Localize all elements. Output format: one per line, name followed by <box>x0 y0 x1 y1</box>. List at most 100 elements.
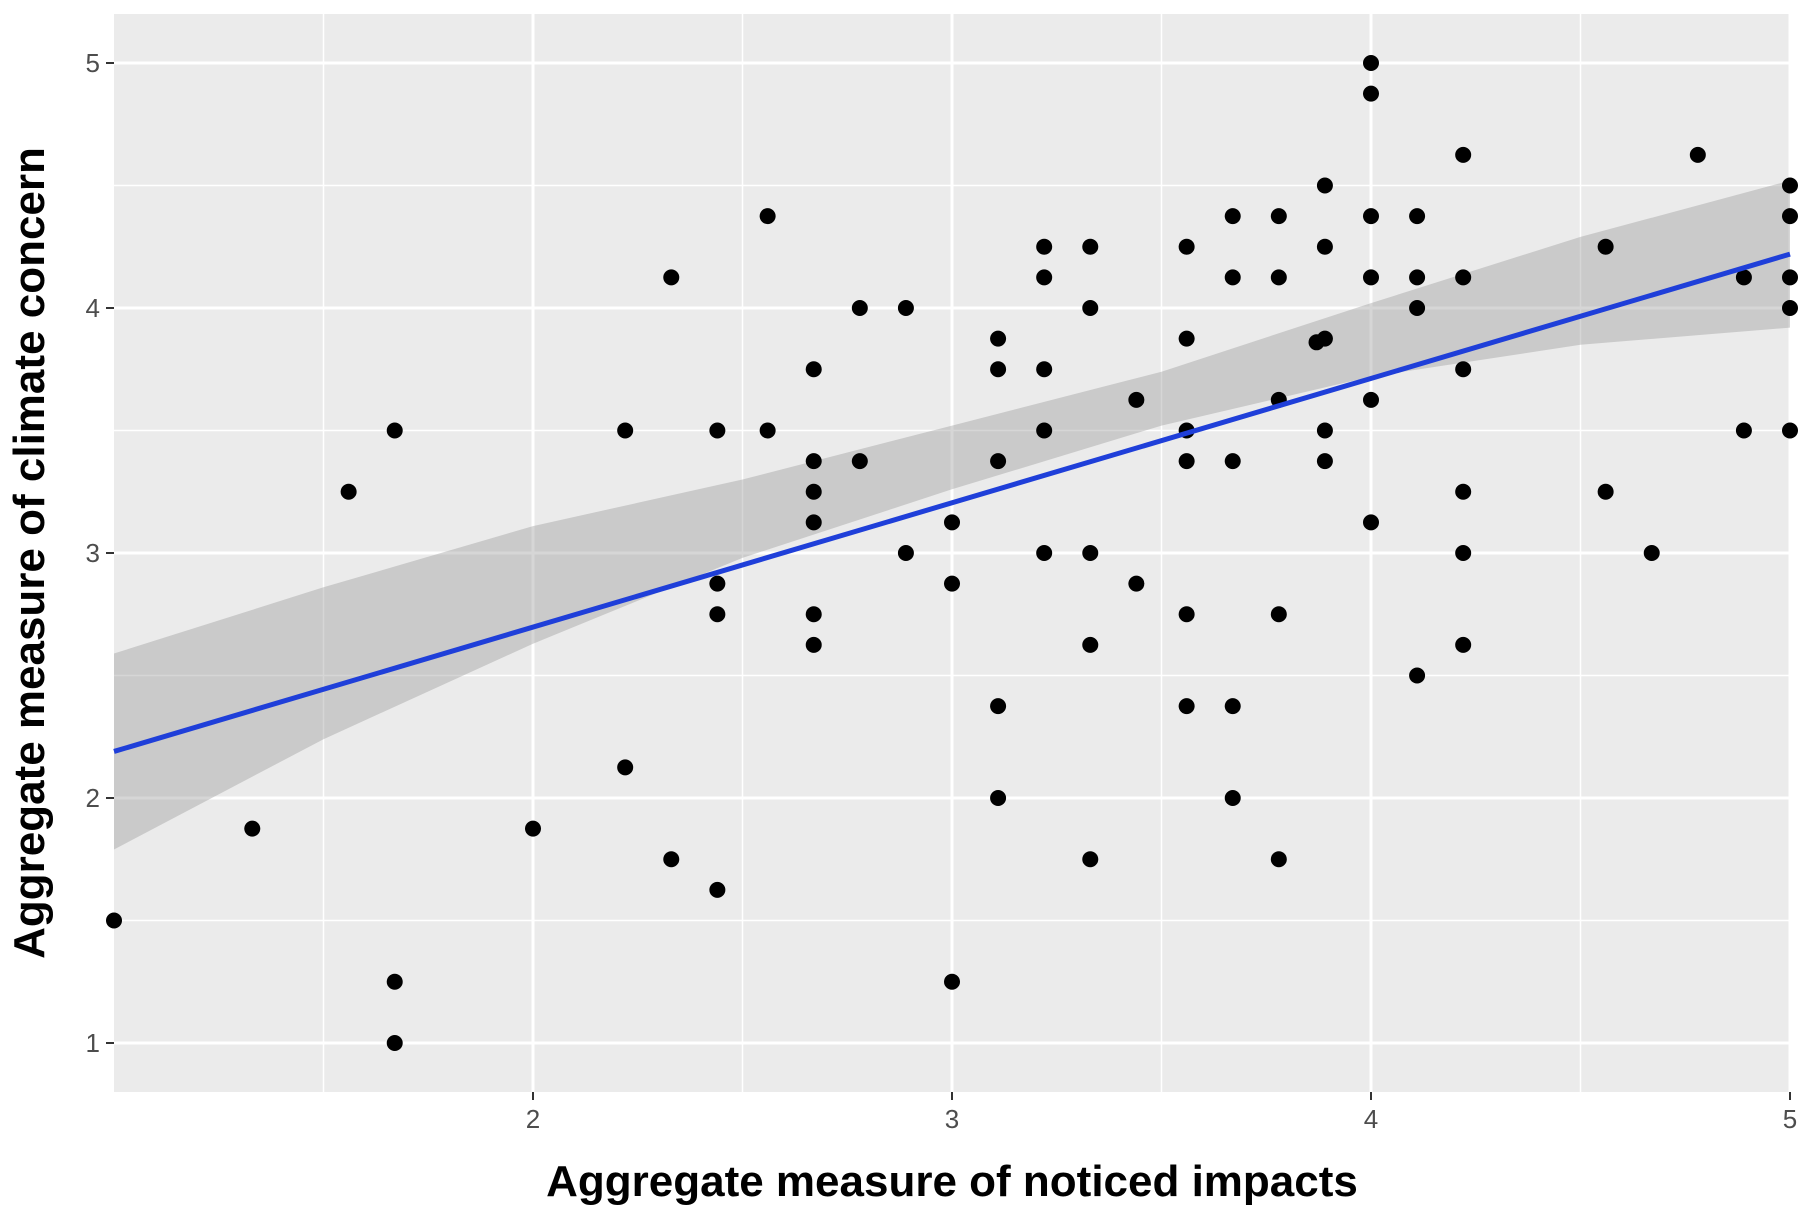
data-point <box>1316 238 1333 255</box>
confidence-band <box>114 180 1790 850</box>
data-point <box>1455 269 1472 286</box>
data-point <box>1270 851 1287 868</box>
data-point <box>1178 453 1195 470</box>
data-point <box>990 453 1007 470</box>
y-tick-label: 4 <box>86 293 100 323</box>
data-point <box>1782 422 1798 439</box>
data-point <box>1224 208 1241 225</box>
data-point <box>1036 361 1053 378</box>
data-point <box>1409 208 1426 225</box>
data-point <box>851 453 868 470</box>
y-axis-title: Aggregate measure of climate concern <box>5 147 54 959</box>
data-point <box>1036 545 1053 561</box>
data-point <box>1178 698 1195 715</box>
data-point <box>709 575 726 592</box>
data-point <box>663 851 680 868</box>
data-point <box>897 545 914 561</box>
data-point <box>1224 698 1241 715</box>
data-point <box>709 422 726 439</box>
x-tick-label: 2 <box>526 1104 540 1134</box>
data-point <box>709 606 726 623</box>
data-point <box>1782 269 1798 286</box>
data-point <box>990 330 1007 347</box>
data-point <box>1224 453 1241 470</box>
data-point <box>1363 391 1379 408</box>
x-tick-label: 4 <box>1364 1104 1378 1134</box>
y-tick-label: 1 <box>86 1028 100 1058</box>
data-point <box>805 453 822 470</box>
y-tick-label: 3 <box>86 538 100 568</box>
regression-line <box>113 251 1791 754</box>
data-point <box>1455 483 1472 500</box>
data-point <box>1689 146 1706 163</box>
x-tick-label: 3 <box>945 1104 959 1134</box>
data-point <box>1782 300 1798 316</box>
data-point <box>1082 636 1099 653</box>
data-point <box>805 361 822 378</box>
data-point <box>1036 269 1053 286</box>
data-point <box>663 269 680 286</box>
data-point <box>1782 177 1798 194</box>
data-point <box>1316 422 1333 439</box>
data-point <box>1455 545 1472 561</box>
data-point <box>944 973 960 990</box>
y-axis-ticks: 1 2 3 4 5 <box>86 48 114 1058</box>
data-point <box>1643 545 1660 561</box>
data-point <box>1597 238 1614 255</box>
data-point <box>1363 85 1379 102</box>
x-tick-label: 5 <box>1783 1104 1797 1134</box>
data-point <box>1597 483 1614 500</box>
x-axis-ticks: 2 3 4 5 <box>526 1092 1797 1134</box>
data-point <box>1316 453 1333 470</box>
data-point <box>805 514 822 531</box>
data-point <box>1178 330 1195 347</box>
data-point <box>1455 146 1472 163</box>
data-point <box>805 483 822 500</box>
data-point <box>851 300 868 316</box>
data-point <box>990 361 1007 378</box>
data-point <box>1178 606 1195 623</box>
data-point <box>1363 269 1379 286</box>
data-point <box>1316 177 1333 194</box>
data-point <box>1082 851 1099 868</box>
data-point <box>1270 269 1287 286</box>
data-point <box>1455 636 1472 653</box>
grid-major <box>114 14 1792 1092</box>
data-point <box>1224 269 1241 286</box>
data-point <box>1224 790 1241 806</box>
data-point <box>386 973 403 990</box>
data-point <box>759 208 776 225</box>
data-point <box>244 820 261 837</box>
data-point <box>106 912 122 929</box>
data-point <box>1363 208 1379 225</box>
data-point <box>1082 238 1099 255</box>
data-point <box>386 422 403 439</box>
data-point <box>759 422 776 439</box>
data-point <box>617 422 634 439</box>
data-point <box>1363 55 1379 71</box>
data-point <box>525 820 541 837</box>
data-point <box>897 300 914 316</box>
data-point <box>709 881 726 898</box>
data-point <box>1270 208 1287 225</box>
data-point <box>1178 238 1195 255</box>
y-tick-label: 5 <box>86 48 100 78</box>
data-point <box>944 514 960 531</box>
data-point <box>1082 300 1099 316</box>
data-point <box>944 575 960 592</box>
data-point <box>1128 391 1145 408</box>
data-point <box>1409 667 1426 684</box>
data-point <box>1316 330 1333 347</box>
data-point <box>990 698 1007 715</box>
data-point <box>1270 606 1287 623</box>
data-point <box>1409 269 1426 286</box>
y-tick-label: 2 <box>86 783 100 813</box>
data-point <box>1782 208 1798 225</box>
data-point <box>1735 422 1752 439</box>
data-point <box>386 1035 403 1051</box>
data-point <box>805 636 822 653</box>
data-point <box>1409 300 1426 316</box>
data-point <box>1455 361 1472 378</box>
data-point <box>1363 514 1379 531</box>
